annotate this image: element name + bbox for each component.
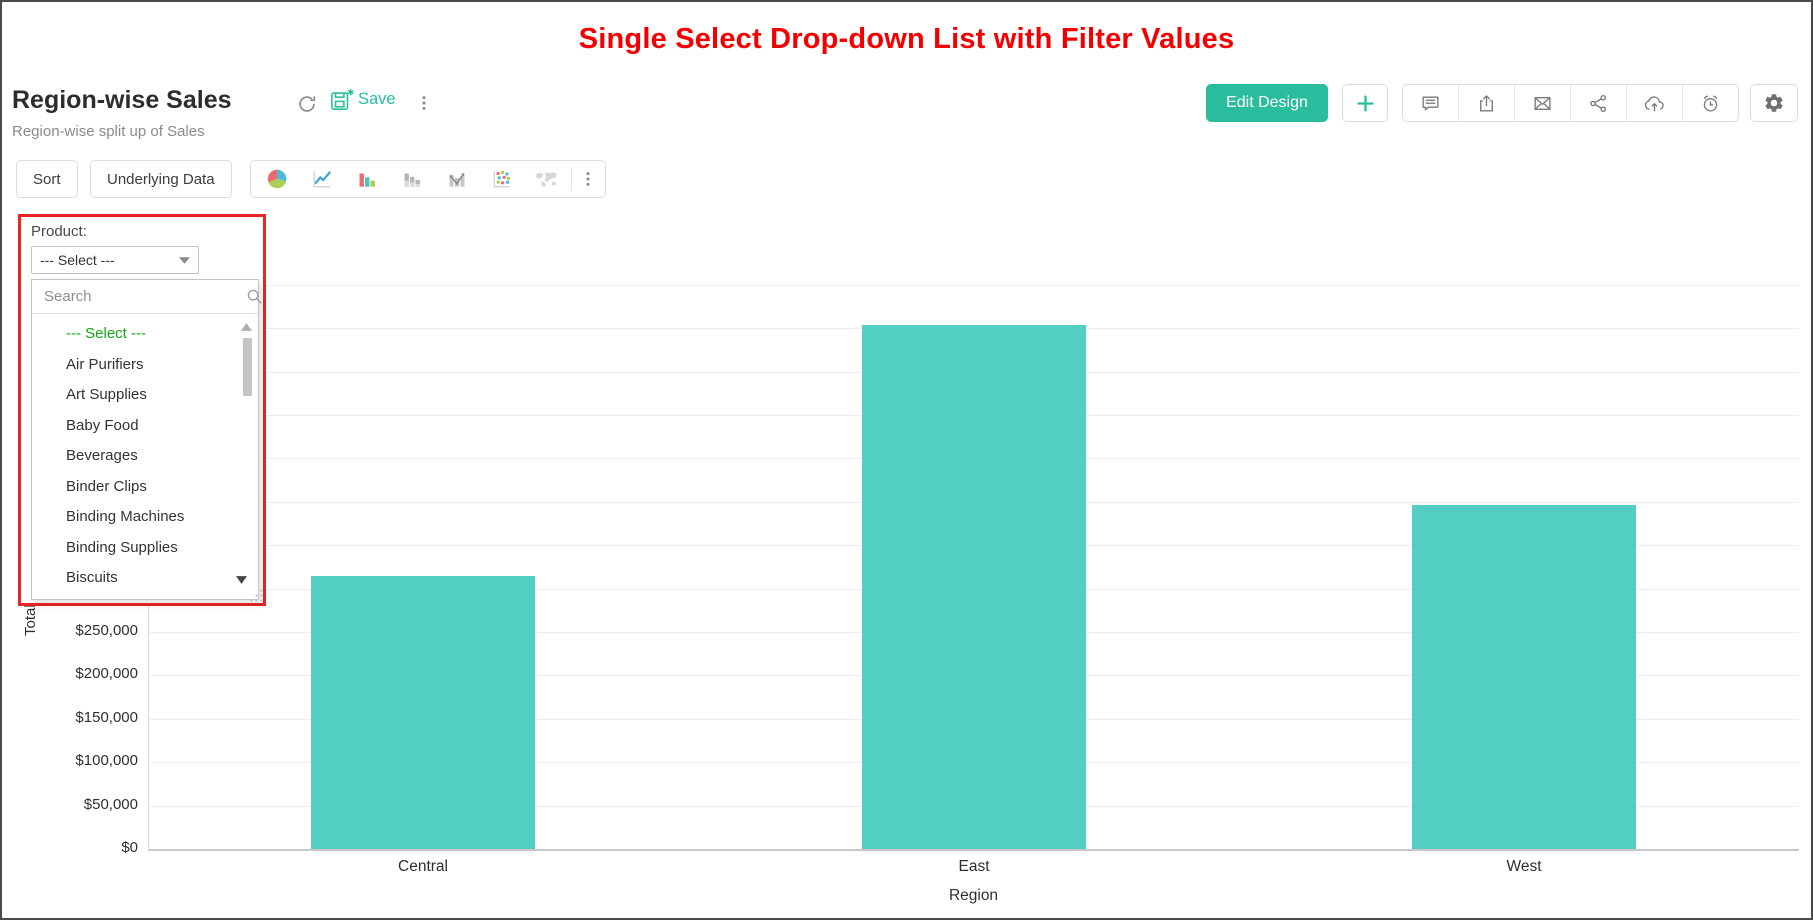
filter-label: Product:	[31, 223, 87, 240]
x-tick-label: West	[1506, 858, 1542, 875]
dropdown-panel: --- Select --- Air Purifiers Art Supplies B…	[31, 279, 263, 602]
combo-chart-icon	[446, 168, 468, 190]
chart-type-toolbar	[250, 160, 606, 198]
share-button[interactable]	[1570, 85, 1626, 121]
bar-chart-button[interactable]	[344, 161, 389, 197]
combo-chart-button[interactable]	[434, 161, 479, 197]
y-tick-label: $50,000	[83, 796, 138, 813]
scroll-down-icon[interactable]	[236, 576, 247, 584]
scrollbar-thumb[interactable]	[243, 338, 252, 396]
option-binding-supplies[interactable]: Binding Supplies	[66, 538, 178, 556]
mail-button[interactable]	[1514, 85, 1570, 121]
bar-chart-icon	[356, 168, 378, 190]
x-tick-label: Central	[398, 858, 448, 875]
page-title: Single Select Drop-down List with Filter…	[578, 23, 1235, 55]
edit-design-button[interactable]: Edit Design	[1206, 84, 1328, 122]
toolbar-divider	[571, 167, 572, 191]
settings-button[interactable]	[1750, 84, 1798, 122]
export-icon	[1476, 93, 1497, 114]
x-axis-title: Region	[948, 887, 999, 904]
vertical-dots-icon	[415, 93, 433, 113]
map-chart-icon	[534, 171, 560, 187]
export-button[interactable]	[1458, 85, 1514, 121]
report-subtitle: Region-wise split up of Sales	[12, 123, 205, 140]
refresh-icon	[296, 93, 318, 115]
plus-icon	[1355, 93, 1376, 114]
option-beverages[interactable]: Beverages	[66, 447, 138, 464]
resize-grip-icon[interactable]	[249, 588, 264, 603]
alarm-button[interactable]	[1682, 85, 1738, 121]
pie-chart-icon	[266, 168, 288, 190]
map-chart-button[interactable]	[524, 161, 569, 197]
option-binding-machines[interactable]: Binding Machines	[66, 508, 185, 525]
filter-highlight-box: Product: --- Select --- --- Select --- Ai…	[18, 214, 266, 606]
line-chart-button[interactable]	[299, 161, 344, 197]
search-box[interactable]	[32, 280, 262, 314]
scatter-chart-button[interactable]	[479, 161, 524, 197]
option-binder-clips[interactable]: Binder Clips	[66, 477, 147, 495]
scatter-chart-icon	[491, 168, 513, 190]
comment-button[interactable]	[1403, 85, 1458, 121]
option-baby-food[interactable]: Baby Food	[66, 416, 139, 434]
y-tick-label: $200,000	[75, 665, 138, 682]
header-action-group	[1402, 84, 1739, 122]
y-tick-label: $250,000	[75, 622, 138, 639]
save-icon	[330, 88, 355, 111]
option-air-purifiers[interactable]: Air Purifiers	[66, 355, 144, 373]
pie-chart-button[interactable]	[254, 161, 299, 197]
share-icon	[1588, 93, 1609, 114]
select-value: --- Select ---	[40, 252, 115, 268]
report-more-options-button[interactable]	[414, 92, 434, 114]
gear-icon	[1763, 92, 1785, 114]
stacked-bar-chart-button[interactable]	[389, 161, 434, 197]
vertical-dots-icon	[579, 169, 597, 189]
cloud-upload-button[interactable]	[1626, 85, 1682, 121]
chevron-down-icon	[179, 256, 190, 264]
refresh-button[interactable]	[295, 92, 319, 116]
sort-button[interactable]: Sort	[16, 160, 78, 198]
option-select[interactable]: --- Select ---	[66, 325, 146, 342]
alarm-icon	[1700, 93, 1721, 114]
line-chart-icon	[311, 168, 333, 190]
scroll-up-icon[interactable]	[241, 323, 252, 331]
save-button[interactable]: Save	[330, 88, 396, 111]
y-tick-label: $100,000	[75, 752, 138, 769]
option-biscuits[interactable]: Biscuits	[66, 569, 118, 586]
y-tick-label: $0	[121, 839, 138, 856]
bar-west[interactable]	[1412, 505, 1636, 849]
search-icon	[245, 287, 264, 306]
product-select[interactable]: --- Select ---	[31, 246, 199, 274]
mail-icon	[1532, 93, 1553, 114]
bar-east[interactable]	[862, 325, 1086, 849]
option-art-supplies[interactable]: Art Supplies	[66, 386, 147, 403]
chart-more-options-button[interactable]	[574, 161, 602, 197]
stacked-bar-chart-icon	[401, 168, 423, 190]
comment-icon	[1420, 93, 1441, 114]
save-label: Save	[358, 90, 396, 108]
search-input[interactable]	[42, 287, 245, 306]
report-title: Region-wise Sales	[12, 86, 232, 114]
bar-central[interactable]	[311, 576, 535, 849]
cloud-upload-icon	[1643, 93, 1666, 114]
gridline	[148, 285, 1799, 286]
add-button[interactable]	[1342, 84, 1388, 122]
x-axis-line	[148, 849, 1799, 851]
options-list: --- Select --- Air Purifiers Art Supplies B…	[32, 319, 242, 594]
x-tick-label: East	[958, 858, 990, 875]
y-tick-label: $150,000	[75, 709, 138, 726]
underlying-data-button[interactable]: Underlying Data	[90, 160, 232, 198]
